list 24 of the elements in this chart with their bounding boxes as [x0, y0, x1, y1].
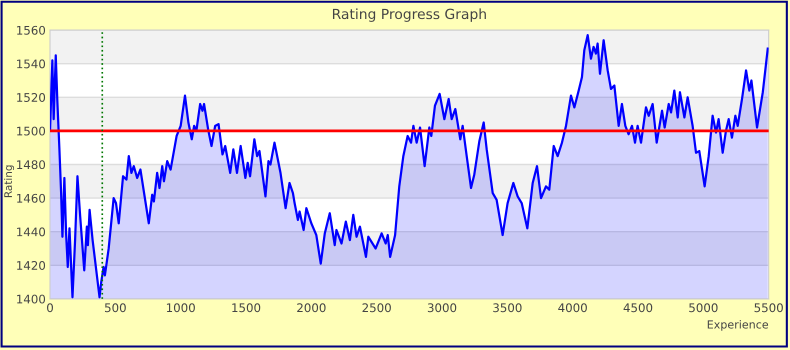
x-tick-label: 0: [47, 303, 53, 312]
x-tick-label: 4500: [624, 303, 652, 312]
x-tick-label: 500: [104, 303, 126, 312]
x-tick-label: 5500: [754, 303, 783, 312]
x-tick-label: 3000: [428, 303, 456, 312]
y-tick-label: 1500: [17, 126, 46, 136]
x-axis-title: Experience: [708, 320, 768, 331]
x-tick-label: 4000: [558, 303, 587, 312]
x-tick-label: 2000: [297, 303, 326, 312]
y-tick-label: 1440: [17, 227, 46, 236]
x-tick-label: 2500: [362, 303, 391, 312]
chart-title: Rating Progress Graph: [332, 8, 486, 22]
y-tick-label: 1540: [17, 59, 46, 68]
y-tick-label: 1560: [17, 26, 46, 35]
y-axis-title: Rating: [4, 165, 14, 198]
x-tick-label: 1500: [232, 303, 260, 312]
y-tick-label: 1520: [17, 93, 46, 102]
x-tick-label: 3500: [493, 303, 522, 312]
y-tick-label: 1480: [17, 160, 46, 170]
y-tick-label: 1460: [17, 194, 46, 203]
x-tick-label: 1000: [166, 303, 195, 312]
y-tick-label: 1400: [17, 294, 46, 304]
x-tick-label: 5000: [689, 303, 718, 312]
y-tick-label: 1420: [17, 261, 46, 270]
